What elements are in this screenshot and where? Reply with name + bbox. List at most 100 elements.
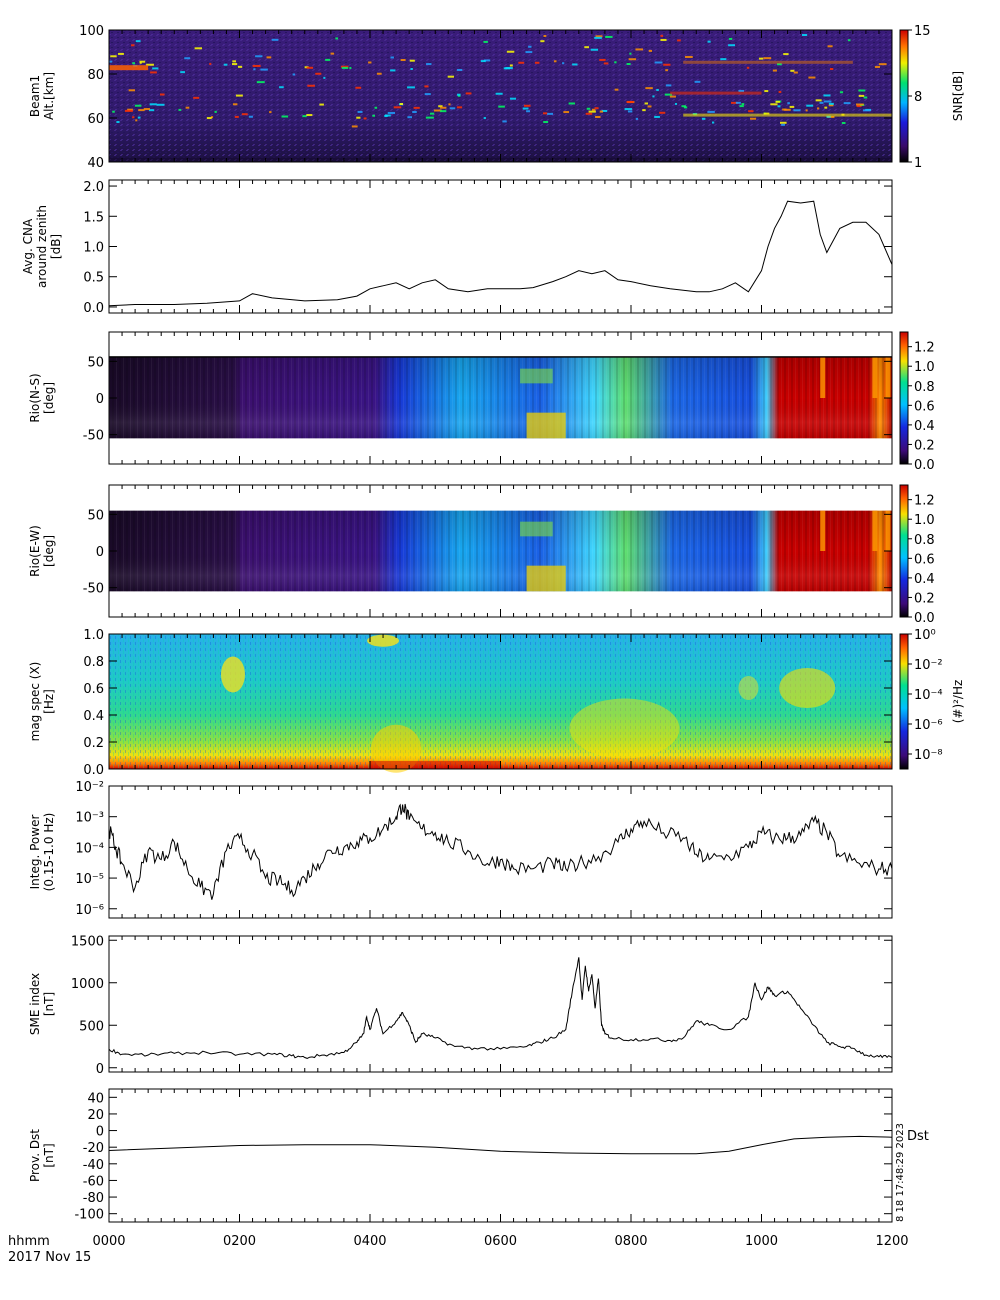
snr-echo	[553, 60, 557, 63]
snr-echo	[112, 110, 115, 113]
snr-echo	[614, 88, 619, 91]
panel-4: -50 0 50 Rio(E-W)[deg] 0.0 0.2 0.4 0.6 0.8 1.0 1.2	[28, 484, 935, 626]
snr-echo	[738, 89, 745, 92]
snr-echo	[648, 49, 653, 52]
snr-echo	[629, 52, 632, 55]
snr-echo	[292, 73, 296, 76]
y-tick-label: 40	[87, 1091, 104, 1106]
snr-echo	[518, 61, 525, 64]
snr-echo	[148, 109, 155, 112]
snr-echo	[664, 93, 673, 96]
colorbar-tick-label: 0.6	[914, 552, 935, 567]
y-tick-label: -40	[83, 1158, 104, 1173]
snr-echo	[663, 63, 671, 66]
snr-echo	[665, 69, 668, 72]
snr-echo	[425, 116, 434, 119]
y-axis-label-line: [nT]	[42, 992, 56, 1016]
snr-echo	[599, 58, 606, 61]
snr-echo	[660, 38, 667, 41]
snr-echo	[823, 94, 831, 97]
snr-echo	[137, 116, 141, 119]
x-tick-label: 0200	[223, 1234, 256, 1249]
snr-echo	[528, 45, 532, 48]
snr-echo	[193, 96, 200, 99]
snr-echo	[483, 40, 488, 43]
snr-echo	[707, 110, 715, 113]
snr-echo	[741, 103, 745, 106]
snr-echo	[349, 67, 352, 70]
colorbar-tick-label: 8	[914, 90, 922, 105]
snr-echo	[784, 108, 791, 111]
y-tick-label: -50	[83, 429, 104, 444]
snr-echo	[793, 71, 798, 74]
y-tick-label: 80	[87, 68, 104, 83]
snr-echo	[323, 76, 326, 79]
snr-echo	[522, 107, 529, 110]
series-line	[108, 803, 893, 900]
snr-echo	[720, 58, 727, 61]
colorbar-tick-label: 0.2	[914, 591, 935, 606]
snr-echo	[407, 116, 413, 119]
rio-patch	[526, 565, 566, 592]
y-tick-label: 10⁻⁶	[75, 903, 104, 918]
snr-echo	[627, 110, 633, 113]
snr-echo	[424, 85, 429, 88]
y-axis-label-line: around zenith	[35, 205, 49, 288]
snr-echo	[235, 94, 243, 97]
y-tick-label: -100	[74, 1208, 104, 1223]
y-tick-label: 0.0	[83, 301, 104, 316]
snr-echo	[590, 48, 599, 51]
snr-echo	[624, 108, 633, 111]
snr-echo	[523, 104, 531, 107]
snr-echo	[777, 63, 782, 66]
rio-shading	[109, 357, 892, 439]
x-tick-label: 1200	[875, 1234, 908, 1249]
snr-echo	[135, 119, 138, 122]
snr-echo	[540, 40, 545, 43]
snr-echo	[132, 62, 136, 65]
snr-echo	[279, 86, 284, 89]
snr-echo	[356, 116, 361, 119]
y-tick-label: 1500	[71, 934, 104, 949]
snr-echo	[781, 123, 785, 126]
snr-echo	[413, 106, 420, 109]
colorbar	[899, 29, 909, 163]
colorbar-tick-label: 0.6	[914, 399, 935, 414]
colorbar-tick-label: 15	[914, 24, 931, 39]
colorbar-tick-label: 10⁻⁸	[914, 748, 943, 763]
snr-echo	[433, 109, 442, 112]
snr-echo	[429, 112, 435, 115]
snr-echo	[677, 39, 681, 42]
snr-echo	[131, 44, 135, 47]
colorbar-tick-label: 0.8	[914, 533, 935, 548]
snr-echo	[232, 103, 238, 106]
y-tick-label: 60	[87, 112, 104, 127]
snr-echo	[110, 55, 117, 58]
snr-echo	[232, 60, 237, 63]
snr-echo	[546, 112, 554, 115]
snr-echo	[645, 87, 653, 90]
snr-echo	[626, 63, 631, 66]
snr-echo-band	[683, 113, 892, 117]
snr-echo	[407, 86, 415, 89]
colorbar-tick-label: 1.2	[914, 494, 935, 509]
colorbar-label: SNR[dB]	[951, 71, 965, 121]
spectral-patch	[371, 724, 422, 773]
snr-echo	[194, 47, 203, 50]
snr-echo	[132, 116, 135, 119]
plot-frame	[108, 785, 893, 919]
spectral-band	[370, 760, 501, 769]
snr-echo	[601, 109, 608, 112]
snr-echo	[543, 121, 549, 124]
snr-echo	[783, 53, 789, 56]
snr-echo	[626, 100, 634, 103]
y-axis-label: Avg. CNAaround zenith[dB]	[21, 205, 63, 288]
snr-echo	[562, 62, 565, 65]
snr-echo	[509, 97, 517, 100]
y-axis-label-line: Prov. Dst	[28, 1129, 42, 1182]
x-tick-label: 1000	[745, 1234, 778, 1249]
snr-echo	[652, 95, 655, 98]
snr-echo	[210, 116, 214, 119]
rio-streak	[885, 357, 891, 398]
snr-echo	[448, 103, 451, 106]
